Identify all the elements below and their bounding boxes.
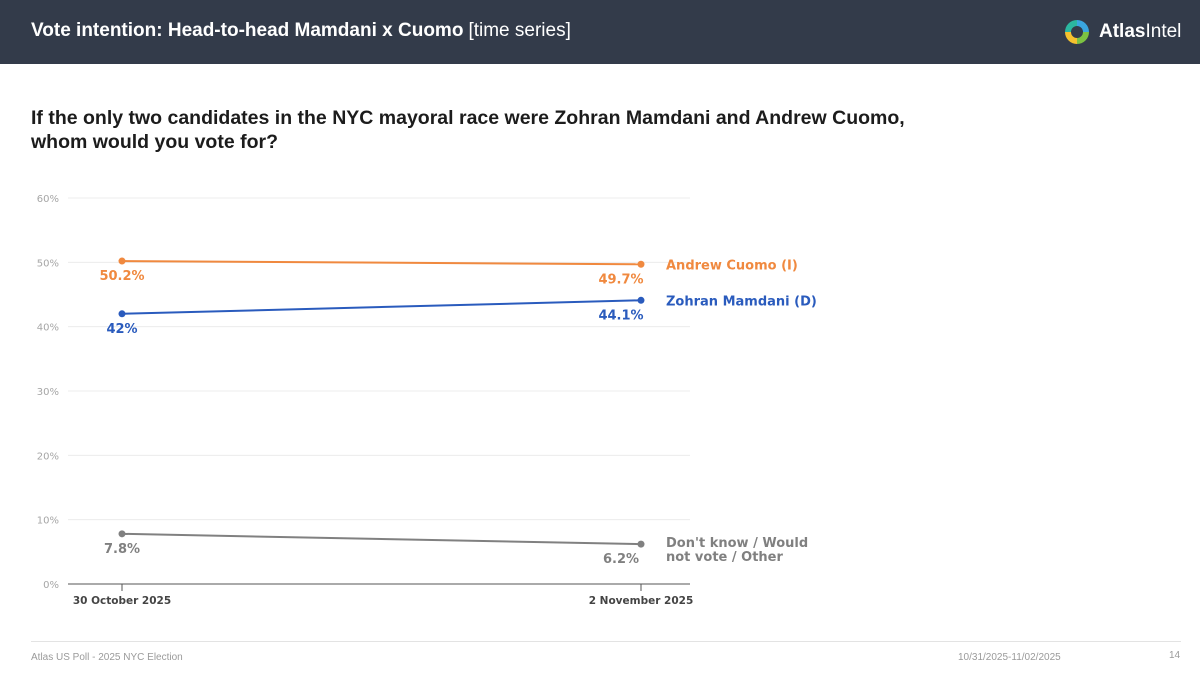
data-label: 50.2% bbox=[99, 269, 144, 284]
y-tick-label: 0% bbox=[43, 580, 59, 591]
y-tick-label: 20% bbox=[37, 451, 59, 462]
footer-date-range: 10/31/2025-11/02/2025 bbox=[958, 652, 1061, 663]
page-number: 14 bbox=[1169, 650, 1181, 661]
data-label: 42% bbox=[106, 322, 137, 337]
data-point bbox=[637, 540, 645, 548]
data-label: 6.2% bbox=[603, 552, 639, 567]
data-label: 49.7% bbox=[598, 272, 643, 287]
data-label: 44.1% bbox=[598, 308, 643, 323]
x-tick-label: 2 November 2025 bbox=[589, 595, 694, 607]
brand-name: AtlasIntel bbox=[1099, 21, 1182, 42]
survey-question: If the only two candidates in the NYC ma… bbox=[31, 107, 905, 153]
data-point bbox=[118, 257, 126, 265]
series-line bbox=[121, 299, 642, 315]
footer-divider bbox=[31, 641, 1181, 642]
data-point bbox=[637, 260, 645, 268]
footer-source: Atlas US Poll - 2025 NYC Election bbox=[31, 652, 183, 663]
series-name-label: Andrew Cuomo (I) bbox=[666, 258, 798, 273]
y-tick-label: 10% bbox=[37, 516, 59, 527]
series-name-label: Don't know / Would bbox=[666, 536, 808, 551]
y-tick-label: 40% bbox=[37, 323, 59, 334]
series-line bbox=[121, 260, 642, 266]
y-tick-label: 30% bbox=[37, 387, 59, 398]
series-line bbox=[121, 532, 642, 546]
header-bar: Vote intention: Head-to-head Mamdani x C… bbox=[0, 0, 1200, 64]
data-label: 7.8% bbox=[104, 542, 140, 557]
series-name-label: not vote / Other bbox=[666, 550, 784, 565]
atlasintel-logo-icon bbox=[1065, 20, 1089, 44]
x-tick-label: 30 October 2025 bbox=[73, 595, 171, 607]
data-point bbox=[637, 296, 645, 304]
page-title-suffix: [time series] bbox=[468, 20, 571, 41]
brand: AtlasIntel bbox=[1063, 17, 1181, 47]
series-name-label: Zohran Mamdani (D) bbox=[666, 294, 817, 309]
page-title-text: Vote intention: Head-to-head Mamdani x C… bbox=[31, 20, 464, 41]
data-point bbox=[118, 310, 126, 318]
data-point bbox=[118, 530, 126, 538]
page-title: Vote intention: Head-to-head Mamdani x C… bbox=[31, 20, 571, 42]
y-tick-label: 50% bbox=[37, 258, 59, 269]
y-tick-label: 60% bbox=[37, 194, 59, 205]
